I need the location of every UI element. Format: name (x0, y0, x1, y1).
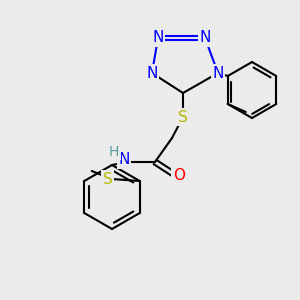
Text: N: N (152, 31, 164, 46)
Text: N: N (146, 65, 158, 80)
Text: N: N (212, 65, 224, 80)
Text: H: H (109, 145, 119, 159)
Text: S: S (103, 172, 112, 187)
Text: N: N (118, 152, 130, 167)
Text: S: S (178, 110, 188, 124)
Text: O: O (173, 167, 185, 182)
Text: N: N (199, 31, 211, 46)
